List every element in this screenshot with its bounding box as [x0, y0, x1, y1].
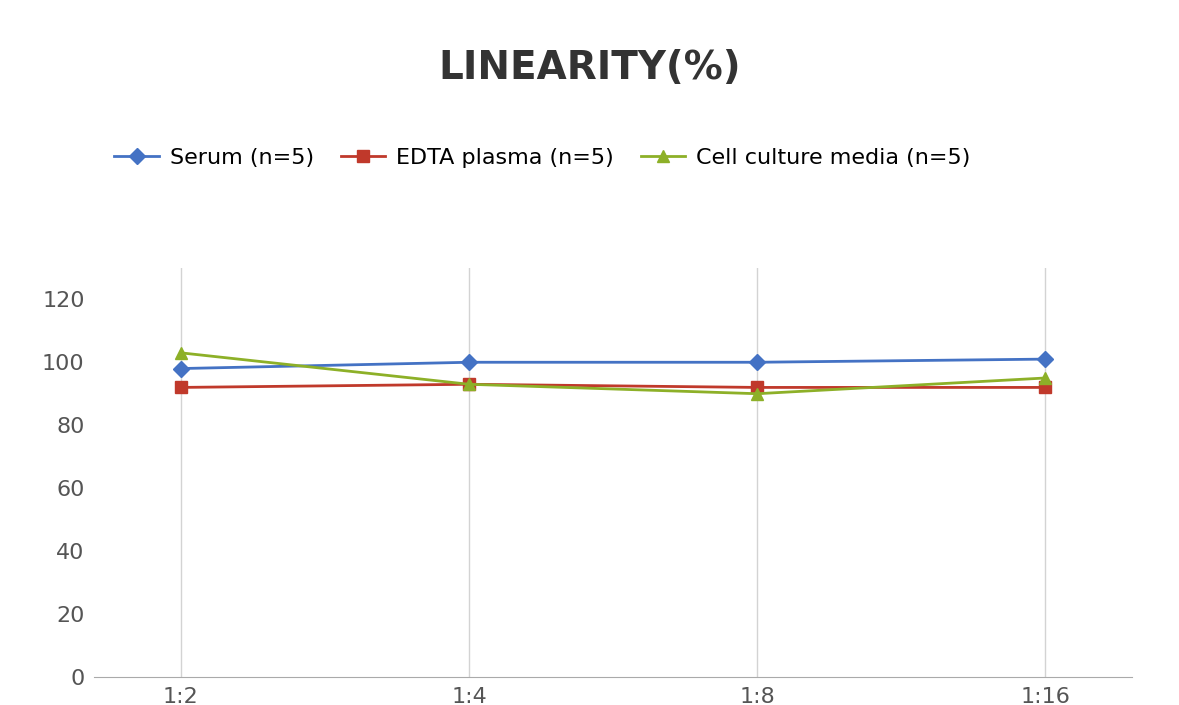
- Line: Cell culture media (n=5): Cell culture media (n=5): [176, 348, 1050, 399]
- Cell culture media (n=5): [173, 348, 187, 357]
- EDTA plasma (n=5): [173, 384, 187, 392]
- Text: LINEARITY(%): LINEARITY(%): [439, 49, 740, 87]
- Cell culture media (n=5): [1039, 374, 1053, 382]
- Serum (n=5): [462, 358, 476, 367]
- Cell culture media (n=5): [750, 389, 764, 398]
- Line: Serum (n=5): Serum (n=5): [176, 354, 1050, 374]
- Serum (n=5): [173, 364, 187, 373]
- EDTA plasma (n=5): [750, 384, 764, 392]
- EDTA plasma (n=5): [1039, 384, 1053, 392]
- Serum (n=5): [750, 358, 764, 367]
- Legend: Serum (n=5), EDTA plasma (n=5), Cell culture media (n=5): Serum (n=5), EDTA plasma (n=5), Cell cul…: [105, 138, 980, 178]
- Serum (n=5): [1039, 355, 1053, 363]
- EDTA plasma (n=5): [462, 380, 476, 388]
- Line: EDTA plasma (n=5): EDTA plasma (n=5): [176, 379, 1050, 393]
- Cell culture media (n=5): [462, 380, 476, 388]
